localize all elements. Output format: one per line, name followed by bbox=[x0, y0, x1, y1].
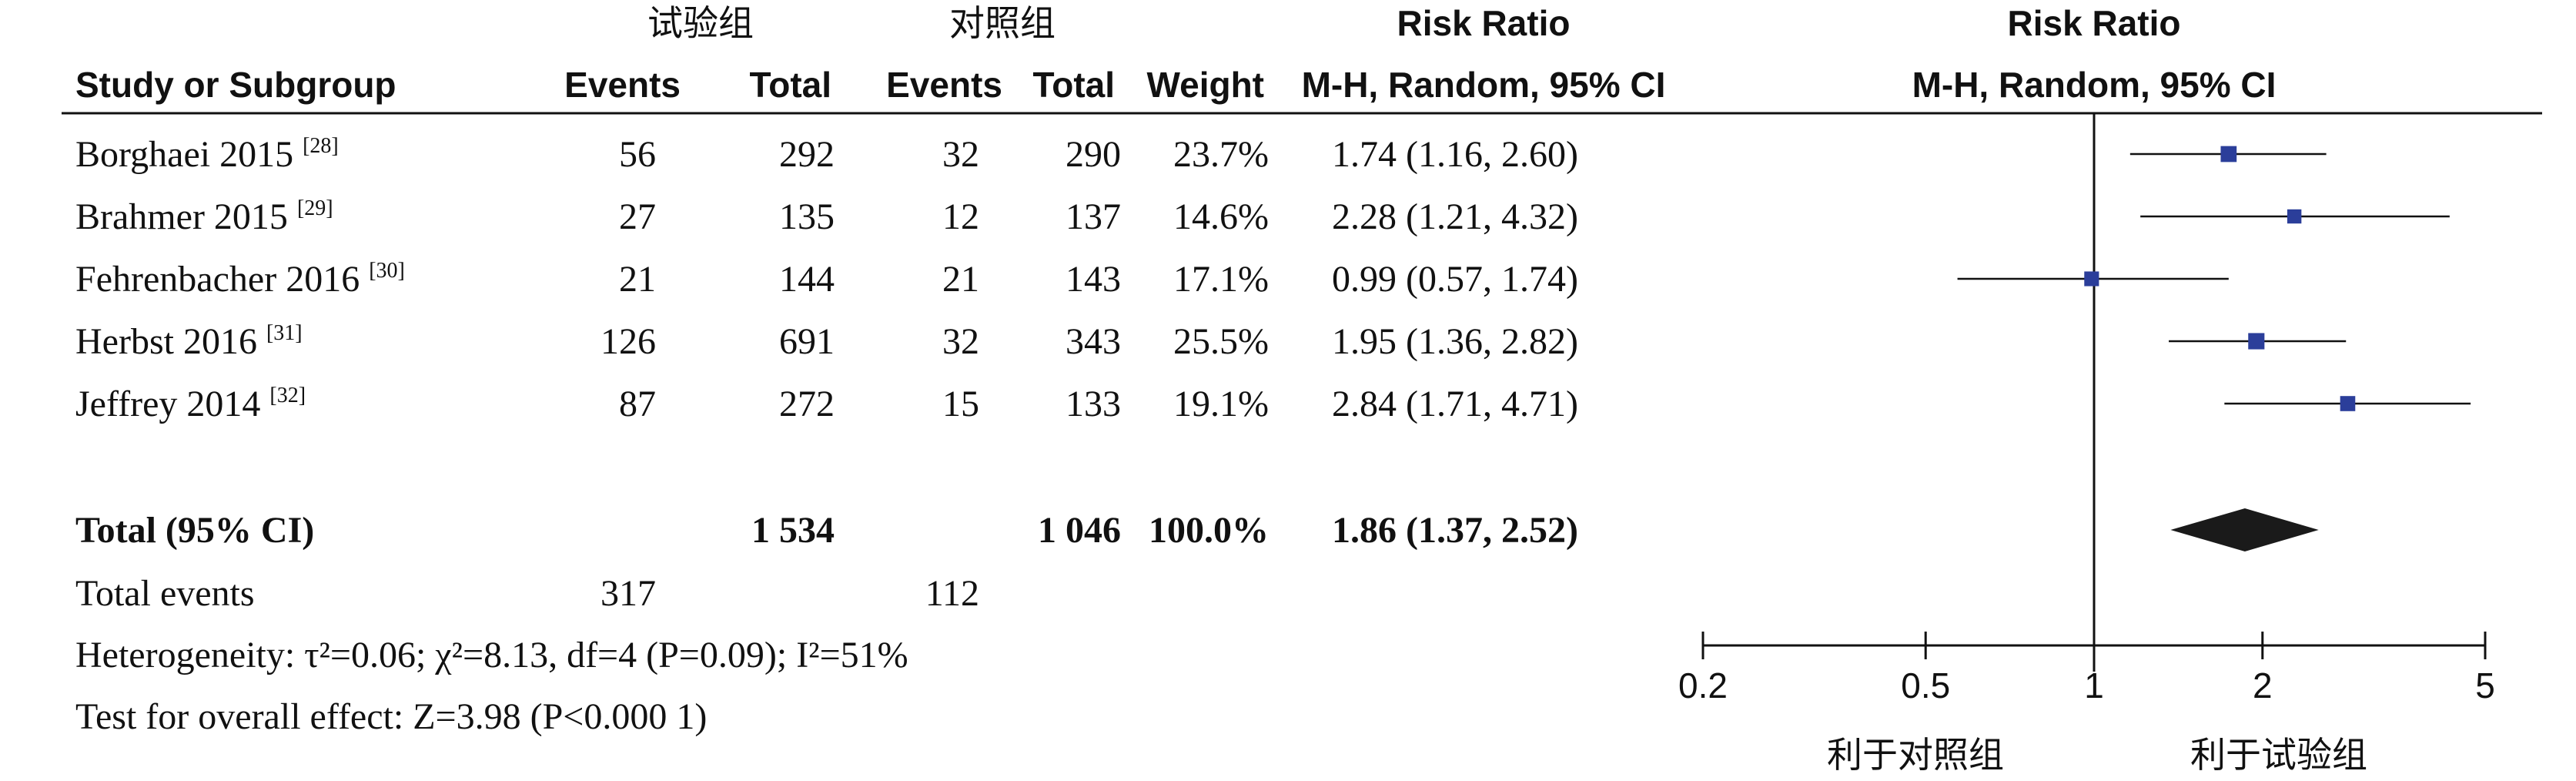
study-marker bbox=[2340, 396, 2356, 411]
column-weight-header: Weight bbox=[1147, 65, 1264, 105]
study-name: Herbst 2016 [31] bbox=[75, 321, 303, 362]
study-marker bbox=[2248, 333, 2265, 350]
heterogeneity-text: Heterogeneity: τ²=0.06; χ²=8.13, df=4 (P… bbox=[75, 635, 908, 675]
study-name: Jeffrey 2014 [32] bbox=[75, 384, 306, 424]
study-weight: 23.7% bbox=[1173, 134, 1269, 175]
study-total-exp: 144 bbox=[779, 259, 835, 300]
study-events-exp: 21 bbox=[619, 259, 656, 300]
study-marker bbox=[2084, 271, 2099, 287]
plot-title: Risk Ratio bbox=[2008, 3, 2181, 43]
column-total-exp-header: Total bbox=[750, 65, 831, 105]
x-tick-label: 1 bbox=[2084, 665, 2104, 706]
study-reference: [28] bbox=[303, 134, 339, 158]
study-weight: 17.1% bbox=[1173, 259, 1269, 300]
total-ci-text: 1.86 (1.37, 2.52) bbox=[1332, 510, 1578, 551]
risk-ratio-column-title: Risk Ratio bbox=[1397, 3, 1571, 43]
study-total-ctrl: 143 bbox=[1066, 259, 1121, 300]
study-total-ctrl: 137 bbox=[1066, 196, 1121, 237]
column-events-ctrl-header: Events bbox=[886, 65, 1002, 105]
favours-experimental-label: 利于试验组 bbox=[2190, 734, 2367, 776]
total-ctrl-value: 1 046 bbox=[1038, 510, 1121, 551]
study-events-ctrl: 32 bbox=[942, 134, 979, 175]
x-tick-label: 2 bbox=[2253, 665, 2273, 706]
study-weight: 25.5% bbox=[1173, 321, 1269, 362]
study-total-exp: 292 bbox=[779, 134, 835, 175]
total-label: Total (95% CI) bbox=[75, 510, 314, 551]
study-events-ctrl: 15 bbox=[942, 384, 979, 424]
total-events-ctrl: 112 bbox=[925, 573, 979, 614]
total-events-label: Total events bbox=[75, 573, 255, 614]
study-weight: 14.6% bbox=[1173, 196, 1269, 237]
x-tick-label: 0.2 bbox=[1678, 665, 1728, 706]
study-weight: 19.1% bbox=[1173, 384, 1269, 424]
study-reference: [29] bbox=[297, 196, 333, 220]
study-total-exp: 272 bbox=[779, 384, 835, 424]
study-rows: Borghaei 2015 [28] 56 292 32 290 23.7% 1.74 (1… bbox=[75, 134, 1578, 424]
study-total-exp: 135 bbox=[779, 196, 835, 237]
favours-control-label: 利于对照组 bbox=[1827, 734, 2004, 776]
study-events-exp: 56 bbox=[619, 134, 656, 175]
study-name: Fehrenbacher 2016 [30] bbox=[75, 259, 405, 300]
overall-effect-text: Test for overall effect: Z=3.98 (P<0.000… bbox=[75, 696, 707, 737]
study-name: Brahmer 2015 [29] bbox=[75, 196, 333, 237]
study-ci-text: 1.74 (1.16, 2.60) bbox=[1332, 134, 1578, 175]
control-group-header: 对照组 bbox=[949, 2, 1055, 44]
column-study-header: Study or Subgroup bbox=[75, 65, 396, 105]
total-events-exp: 317 bbox=[601, 573, 656, 614]
study-ci-text: 2.28 (1.21, 4.32) bbox=[1332, 196, 1578, 237]
study-reference: [32] bbox=[269, 384, 306, 407]
column-method-header: M-H, Random, 95% CI bbox=[1302, 65, 1666, 105]
study-ci-text: 1.95 (1.36, 2.82) bbox=[1332, 321, 1578, 362]
column-total-ctrl-header: Total bbox=[1033, 65, 1115, 105]
study-marker bbox=[2220, 146, 2237, 163]
pooled-diamond bbox=[2170, 508, 2319, 551]
study-events-ctrl: 12 bbox=[942, 196, 979, 237]
study-events-exp: 27 bbox=[619, 196, 656, 237]
total-exp-value: 1 534 bbox=[751, 510, 835, 551]
study-reference: [31] bbox=[266, 321, 303, 345]
experimental-group-header: 试验组 bbox=[647, 2, 754, 44]
study-name: Borghaei 2015 [28] bbox=[75, 134, 339, 175]
study-ci-text: 2.84 (1.71, 4.71) bbox=[1332, 384, 1578, 424]
study-marker bbox=[2287, 209, 2302, 224]
study-events-exp: 126 bbox=[601, 321, 656, 362]
study-total-ctrl: 133 bbox=[1066, 384, 1121, 424]
column-events-exp-header: Events bbox=[564, 65, 681, 105]
study-events-ctrl: 21 bbox=[942, 259, 979, 300]
plot-method-header: M-H, Random, 95% CI bbox=[1912, 65, 2277, 105]
study-ci-text: 0.99 (0.57, 1.74) bbox=[1332, 259, 1578, 300]
study-reference: [30] bbox=[369, 259, 405, 283]
total-weight-value: 100.0% bbox=[1149, 510, 1269, 551]
forest-plot-area: 0.2 0.5 1 2 5 bbox=[1678, 113, 2495, 706]
study-events-ctrl: 32 bbox=[942, 321, 979, 362]
study-total-ctrl: 290 bbox=[1066, 134, 1121, 175]
x-tick-label: 5 bbox=[2475, 665, 2495, 706]
study-total-ctrl: 343 bbox=[1066, 321, 1121, 362]
study-events-exp: 87 bbox=[619, 384, 656, 424]
study-total-exp: 691 bbox=[779, 321, 835, 362]
x-tick-label: 0.5 bbox=[1901, 665, 1950, 706]
